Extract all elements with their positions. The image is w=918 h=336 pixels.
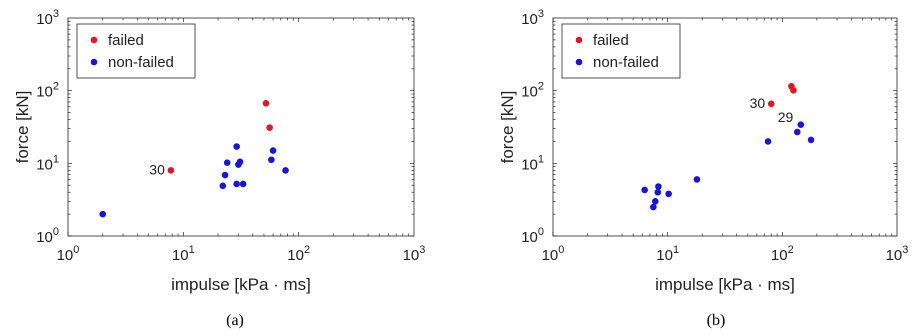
- data-point-non-failed: [99, 210, 107, 218]
- x-tick-label: 101: [172, 244, 195, 264]
- panel-caption: (b): [707, 312, 726, 329]
- chart-panel-a: 100 101 102 103 100 101 102 103 impulse [kPa · m…: [13, 8, 425, 329]
- x-tick-label: 102: [771, 244, 794, 264]
- data-point-non-failed: [233, 180, 240, 188]
- legend: failed non-failed: [561, 23, 681, 79]
- data-point-non-failed: [797, 121, 805, 129]
- x-tick-label: 103: [403, 244, 426, 264]
- series-failed: [167, 100, 273, 174]
- legend-box: [76, 23, 196, 79]
- data-point-non-failed: [236, 158, 244, 166]
- series-non-failed: [641, 121, 815, 211]
- point-annotation: 30: [149, 161, 165, 177]
- point-annotation: 29: [778, 109, 794, 125]
- y-tick-label: 100: [36, 226, 59, 246]
- data-point-non-failed: [233, 143, 240, 150]
- chart-panel-b: 100 101 102 103 100 101 102 103 impulse [kPa · m…: [498, 8, 908, 329]
- legend-marker-non-failed: [575, 58, 583, 66]
- legend-marker-failed: [575, 36, 583, 44]
- data-point-failed: [262, 100, 270, 107]
- data-point-non-failed: [793, 128, 801, 136]
- data-point-non-failed: [651, 198, 659, 205]
- x-tick-label: 102: [287, 244, 310, 264]
- axis-ticks: [67, 18, 414, 237]
- y-tick-label: 103: [36, 8, 59, 28]
- y-tick-label: 100: [521, 226, 544, 246]
- legend-entry-non-failed: non-failed: [108, 54, 174, 71]
- y-axis-label: force [kN]: [13, 91, 32, 164]
- data-point-failed: [790, 87, 797, 94]
- x-axis-label: impulse [kPa · ms]: [655, 275, 795, 294]
- y-tick-label: 103: [521, 8, 544, 28]
- panel-caption: (a): [226, 312, 244, 329]
- data-point-non-failed: [807, 136, 815, 144]
- legend-entry-failed: failed: [593, 32, 629, 49]
- data-point-non-failed: [221, 171, 229, 179]
- data-point-non-failed: [655, 183, 662, 190]
- data-point-failed: [167, 167, 175, 174]
- x-tick-label: 101: [656, 244, 679, 264]
- data-point-non-failed: [693, 176, 701, 183]
- legend-entry-non-failed: non-failed: [593, 54, 659, 71]
- y-tick-label: 101: [521, 153, 544, 173]
- data-point-failed: [266, 124, 273, 131]
- series-failed: [767, 82, 797, 108]
- y-tick-label: 102: [36, 81, 59, 101]
- y-tick-label: 101: [36, 153, 59, 173]
- axis-ticks: [552, 18, 897, 237]
- data-point-non-failed: [764, 138, 772, 145]
- legend-marker-failed: [90, 36, 98, 44]
- plot-area-frame: [552, 17, 898, 237]
- legend: failed non-failed: [76, 23, 196, 79]
- data-point-non-failed: [282, 167, 289, 174]
- legend-entry-failed: failed: [108, 32, 144, 49]
- data-point-non-failed: [641, 186, 648, 194]
- data-point-non-failed: [650, 203, 657, 211]
- series-non-failed: [99, 143, 289, 218]
- data-point-non-failed: [219, 182, 227, 190]
- plot-area-frame: [67, 17, 415, 237]
- x-tick-label: 100: [542, 244, 565, 264]
- x-tick-label: 103: [886, 244, 909, 264]
- data-point-non-failed: [269, 147, 277, 154]
- y-axis-label: force [kN]: [498, 91, 517, 164]
- legend-marker-non-failed: [90, 58, 98, 66]
- point-annotation: 30: [750, 95, 766, 111]
- x-tick-label: 100: [57, 244, 80, 264]
- data-point-non-failed: [654, 188, 662, 196]
- data-point-non-failed: [268, 156, 275, 164]
- data-point-non-failed: [665, 190, 672, 198]
- legend-box: [561, 23, 681, 79]
- data-point-failed: [767, 100, 775, 108]
- data-point-non-failed: [223, 159, 231, 167]
- x-axis-label: impulse [kPa · ms]: [171, 275, 311, 294]
- data-point-non-failed: [239, 180, 247, 188]
- y-tick-label: 102: [521, 81, 544, 101]
